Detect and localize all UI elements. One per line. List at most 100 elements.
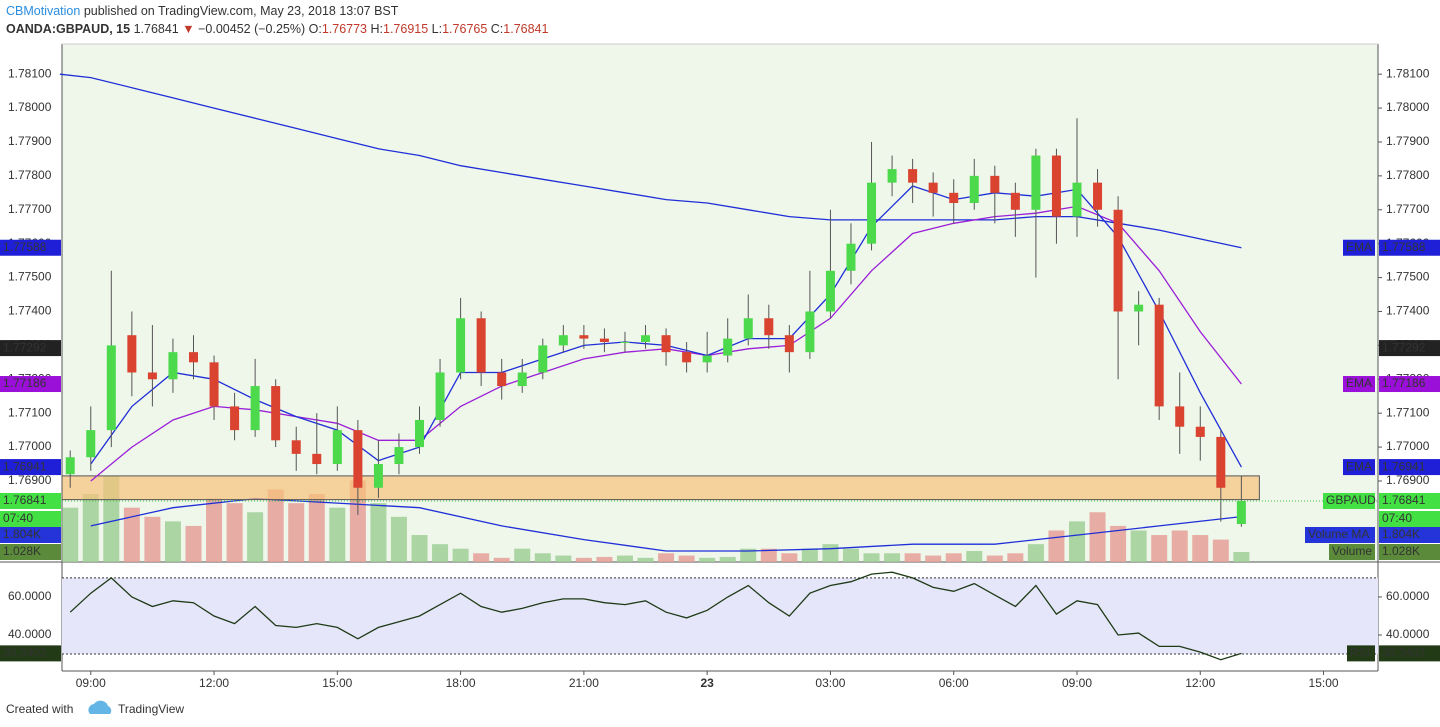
candle-body [805,311,815,353]
volume-bar [575,557,592,562]
ema-tag-bg [1379,376,1440,393]
marker-tag-left-bg [0,340,61,357]
candle-body [476,318,486,373]
o-label: O: [309,22,322,36]
candle-body [1134,304,1144,312]
volume-bar [699,557,716,562]
candle-body [435,372,445,420]
volume-bar [966,551,983,562]
ema-tag-label: EMA [1346,376,1372,390]
footer-brand[interactable]: TradingView [118,702,184,716]
candle-body [784,335,794,353]
volume-bar [616,555,633,562]
y-tick-label: 1.77100 [1386,405,1430,419]
logo [88,700,112,714]
header-line: CBMotivation published on TradingView.co… [6,4,399,18]
rsi-band [62,577,1378,655]
volume-bar [1068,521,1085,562]
symbol: OANDA:GBPAUD, 15 [6,22,130,36]
volume-bar [863,553,880,562]
x-tick-label: 21:00 [569,676,599,690]
candle-body [271,386,281,441]
candle-body [353,430,363,488]
l-label: L: [432,22,442,36]
countdown-tag-left: 07:40 [3,511,33,525]
candle-body [168,352,178,380]
candle-body [599,338,609,342]
volume-bar [1089,512,1106,562]
price-tag-label-bg [1323,492,1375,509]
marker-tag-bg [1379,340,1440,357]
volume-bar [658,553,675,562]
candle-body [230,406,240,431]
volume-bar [308,494,325,562]
ema-tag-left: 1.77186 [3,376,47,390]
volume-bar [1130,530,1147,562]
y-tick-label: 1.77800 [1386,168,1430,182]
candle-body [661,335,671,353]
y-tick-label-left: 1.77800 [8,168,52,182]
published: published on TradingView.com, May 23, 20… [84,4,399,18]
candle-body [1216,436,1226,488]
y-tick-label-left: 1.77900 [8,134,52,148]
volume-bar [62,507,79,562]
candle-body [682,352,692,363]
volume-bar [370,503,387,562]
candle-body [332,430,342,465]
candle-body [990,175,1000,193]
y-tick-label: 1.76900 [1386,473,1430,487]
volume-ma-tag: 1.804K [1382,527,1420,541]
volume-bar [267,489,284,562]
candle-body [1010,192,1020,210]
quote-line: OANDA:GBPAUD, 15 1.76841 ▼ −0.00452 (−0.… [6,22,549,36]
candle-body [1154,304,1164,407]
ema-tag: 1.77186 [1382,376,1426,390]
volume-tag: 1.028K [1382,544,1420,558]
candle-body [764,318,774,336]
marker-tag-left: 1.77292 [3,340,47,354]
volume-ma-tag-label: Volume MA [1308,527,1369,541]
volume-bar [411,535,428,562]
rsi-tag-label-bg [1347,645,1375,662]
volume-bar [226,503,243,562]
rsi-line [69,571,1242,661]
volume-bar [144,516,161,562]
candle-body [1093,182,1103,210]
price-tag: 1.76841 [1382,493,1426,507]
volume-ma-tag-left: 1.804K [3,527,41,541]
rsi-tag-left: 30.3402 [3,646,47,660]
y-tick-label-left: 1.78000 [8,100,52,114]
y-tick-label: 1.77400 [1386,304,1430,318]
volume-bar [555,555,572,562]
y-tick-label: 1.77000 [1386,439,1430,453]
candle-body [1072,182,1082,217]
footer-created: Created with [6,702,73,716]
candle-body [209,362,219,407]
countdown-tag: 07:40 [1382,511,1412,525]
countdown-tag-left-bg [0,510,61,527]
volume-bar [986,555,1003,562]
author[interactable]: CBMotivation [6,4,80,18]
price-tag-left: 1.76841 [3,493,47,507]
y-tick-label-left: 1.76900 [8,473,52,487]
candle-body [641,335,651,342]
volume-bar [822,544,839,562]
candle-body [1175,406,1185,427]
candle-body [620,341,630,343]
candle-body [1236,500,1246,525]
x-tick-label: 23 [700,676,714,690]
volume-bar [390,516,407,562]
candle-body [415,419,425,448]
ema-tag: 1.76941 [1382,459,1426,473]
ema-tag-label: EMA [1346,459,1372,473]
candle-body [517,372,527,387]
volume-bar [1110,525,1127,562]
volume-bar [1048,530,1065,562]
ema-tag-bg [1379,239,1440,256]
y-tick-label-left: 1.78100 [8,66,52,80]
candle-body [127,335,137,373]
volume-bar [1192,535,1209,562]
ema-line [59,73,1242,249]
volume-bar [740,548,757,562]
volume-tag-label: Volume [1332,544,1372,558]
